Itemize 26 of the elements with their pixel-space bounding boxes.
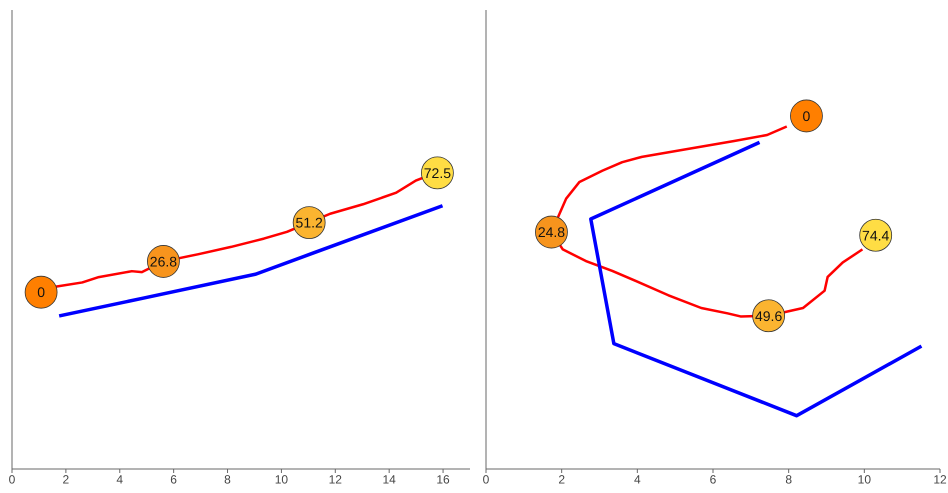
x-tick-label: 0 — [8, 472, 16, 487]
x-tick-label: 16 — [436, 472, 450, 487]
x-tick-label: 2 — [62, 472, 70, 487]
annotation: 0 — [802, 108, 811, 124]
x-tick-label: 6 — [170, 472, 178, 487]
x-tick-label: 6 — [710, 472, 717, 487]
annotation: 26.8 — [150, 253, 178, 270]
annotation: 72.5 — [424, 164, 452, 181]
point — [24, 276, 58, 309]
point — [790, 100, 823, 132]
x-tick-label: 0 — [482, 472, 490, 487]
x-tick-label: 2 — [558, 472, 566, 487]
x-tick-label: 12 — [933, 472, 947, 487]
x-tick-label: 4 — [634, 472, 641, 487]
x-tick-label: 12 — [328, 472, 342, 487]
annotation: 74.4 — [862, 227, 890, 244]
annotation: 49.6 — [754, 308, 782, 324]
x-tick-label: 8 — [224, 472, 232, 487]
x-tick-label: 10 — [274, 472, 288, 487]
x-tick-label: 10 — [858, 472, 872, 487]
x-tick-label: 8 — [785, 472, 792, 487]
x-tick-label: 14 — [382, 472, 396, 487]
annotation: 0 — [37, 284, 46, 300]
x-tick-label: 4 — [116, 472, 124, 487]
annotation: 24.8 — [538, 224, 566, 240]
annotation: 51.2 — [296, 214, 323, 231]
